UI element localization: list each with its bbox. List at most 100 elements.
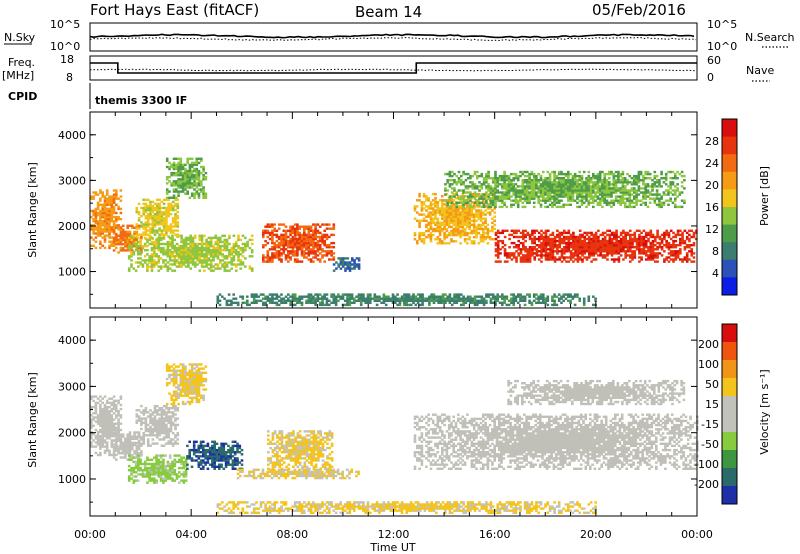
range-cell (135, 210, 139, 214)
range-cell (115, 193, 118, 196)
range-cell (108, 207, 111, 211)
range-cell (146, 204, 150, 208)
range-cell (594, 250, 598, 253)
range-cell (612, 187, 616, 190)
range-cell (375, 303, 379, 307)
range-cell (471, 301, 474, 304)
range-cell (619, 248, 623, 251)
range-cell (450, 215, 453, 218)
range-cell (587, 174, 591, 178)
range-cell (453, 179, 456, 182)
range-cell (396, 297, 399, 300)
range-cell (489, 177, 493, 180)
range-cell (165, 221, 168, 224)
range-cell (209, 242, 213, 246)
range-cell (153, 244, 156, 248)
range-cell (146, 240, 149, 244)
range-cell (296, 246, 299, 249)
range-cell (209, 240, 213, 244)
range-cell (92, 230, 95, 233)
range-cell (637, 174, 641, 178)
range-cell (169, 204, 173, 208)
range-cell (421, 303, 424, 307)
range-cell (191, 253, 195, 256)
range-cell (583, 256, 586, 259)
range-cell (578, 256, 582, 259)
range-cell (187, 246, 190, 250)
range-cell (146, 267, 149, 270)
range-cell (540, 252, 543, 255)
range-cell (462, 297, 465, 300)
range-cell (445, 211, 449, 214)
range-cell (484, 231, 487, 235)
range-cell (453, 293, 456, 296)
range-cell (196, 253, 199, 256)
range-cell (489, 199, 493, 202)
range-cell (166, 240, 170, 244)
range-cell (598, 177, 602, 180)
range-cell (266, 258, 270, 261)
range-cell (92, 218, 95, 221)
range-cell (112, 220, 116, 223)
range-cell (130, 253, 133, 256)
range-cell (563, 250, 566, 253)
range-cell (221, 263, 224, 266)
range-cell (271, 239, 274, 243)
range-cell (544, 199, 547, 202)
range-cell (189, 238, 192, 242)
range-cell (472, 221, 476, 224)
range-cell (471, 183, 474, 186)
range-cell (598, 189, 602, 192)
range-cell (477, 199, 481, 202)
range-cell (184, 186, 187, 189)
range-cell (651, 256, 655, 259)
range-cell (658, 241, 662, 245)
range-cell (622, 244, 625, 247)
range-cell (441, 201, 444, 204)
range-cell (149, 215, 152, 218)
range-cell (491, 197, 495, 200)
range-cell (193, 246, 197, 250)
range-cell (115, 189, 118, 192)
range-cell (599, 244, 602, 247)
range-cell (528, 233, 532, 237)
range-cell (133, 230, 136, 234)
range-cell (453, 299, 456, 302)
range-cell (197, 196, 201, 199)
range-cell (244, 246, 247, 250)
range-cell (228, 253, 231, 256)
range-cell (562, 193, 565, 196)
range-cell (425, 195, 428, 198)
range-cell (587, 189, 591, 192)
range-cell (485, 177, 488, 180)
range-cell (547, 239, 550, 243)
range-cell (522, 241, 525, 245)
range-cell (284, 299, 288, 302)
range-cell (117, 238, 120, 241)
range-cell (503, 203, 506, 206)
range-cell (282, 248, 286, 251)
range-cell (619, 241, 623, 245)
range-cell (522, 248, 525, 251)
range-cell (594, 177, 597, 180)
range-cell (512, 183, 515, 186)
range-cell (207, 236, 211, 240)
range-cell (542, 250, 546, 253)
range-cell (619, 233, 623, 237)
range-cell (157, 261, 161, 264)
range-cell (623, 197, 627, 200)
range-cell (544, 256, 548, 259)
range-cell (567, 181, 570, 184)
range-cell (572, 244, 575, 247)
range-cell (597, 246, 600, 249)
range-cell (522, 246, 525, 249)
range-cell (341, 259, 345, 262)
range-cell (175, 242, 179, 246)
range-cell (280, 248, 283, 251)
range-cell (321, 295, 324, 298)
range-cell (303, 225, 306, 228)
range-cell (498, 191, 502, 194)
range-cell (658, 193, 661, 196)
range-cell (663, 260, 666, 263)
range-cell (633, 233, 637, 237)
